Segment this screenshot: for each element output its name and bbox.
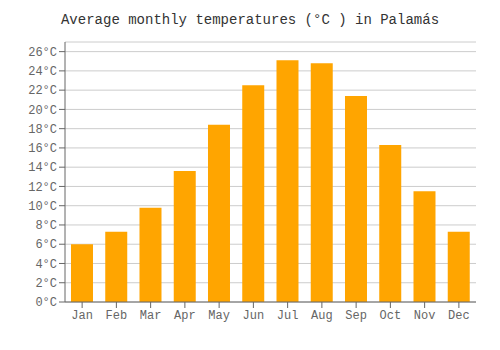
svg-text:Dec: Dec <box>448 309 470 323</box>
svg-text:Jun: Jun <box>243 309 265 323</box>
svg-text:0°C: 0°C <box>35 296 57 310</box>
svg-text:18°C: 18°C <box>28 123 57 137</box>
svg-text:10°C: 10°C <box>28 200 57 214</box>
svg-text:Mar: Mar <box>140 309 162 323</box>
svg-text:Nov: Nov <box>414 309 436 323</box>
svg-text:May: May <box>208 309 230 323</box>
svg-text:20°C: 20°C <box>28 104 57 118</box>
svg-text:12°C: 12°C <box>28 181 57 195</box>
html-text:Average monthly temperatures (: Average monthly temperatures (°C ) in Pa… <box>61 12 439 28</box>
svg-text:2°C: 2°C <box>35 277 57 291</box>
svg-text:Jan: Jan <box>71 309 93 323</box>
svg-text:Oct: Oct <box>380 309 402 323</box>
svg-text:22°C: 22°C <box>28 84 57 98</box>
svg-text:Feb: Feb <box>106 309 128 323</box>
svg-text:8°C: 8°C <box>35 219 57 233</box>
svg-text:4°C: 4°C <box>35 258 57 272</box>
svg-text:Aug: Aug <box>311 309 333 323</box>
svg-text:16°C: 16°C <box>28 142 57 156</box>
svg-text:Jul: Jul <box>277 309 299 323</box>
svg-text:24°C: 24°C <box>28 65 57 79</box>
svg-text:6°C: 6°C <box>35 238 57 252</box>
svg-text:14°C: 14°C <box>28 161 57 175</box>
svg-text:Apr: Apr <box>174 309 196 323</box>
svg-text:26°C: 26°C <box>28 46 57 60</box>
svg-text:Sep: Sep <box>345 309 367 323</box>
